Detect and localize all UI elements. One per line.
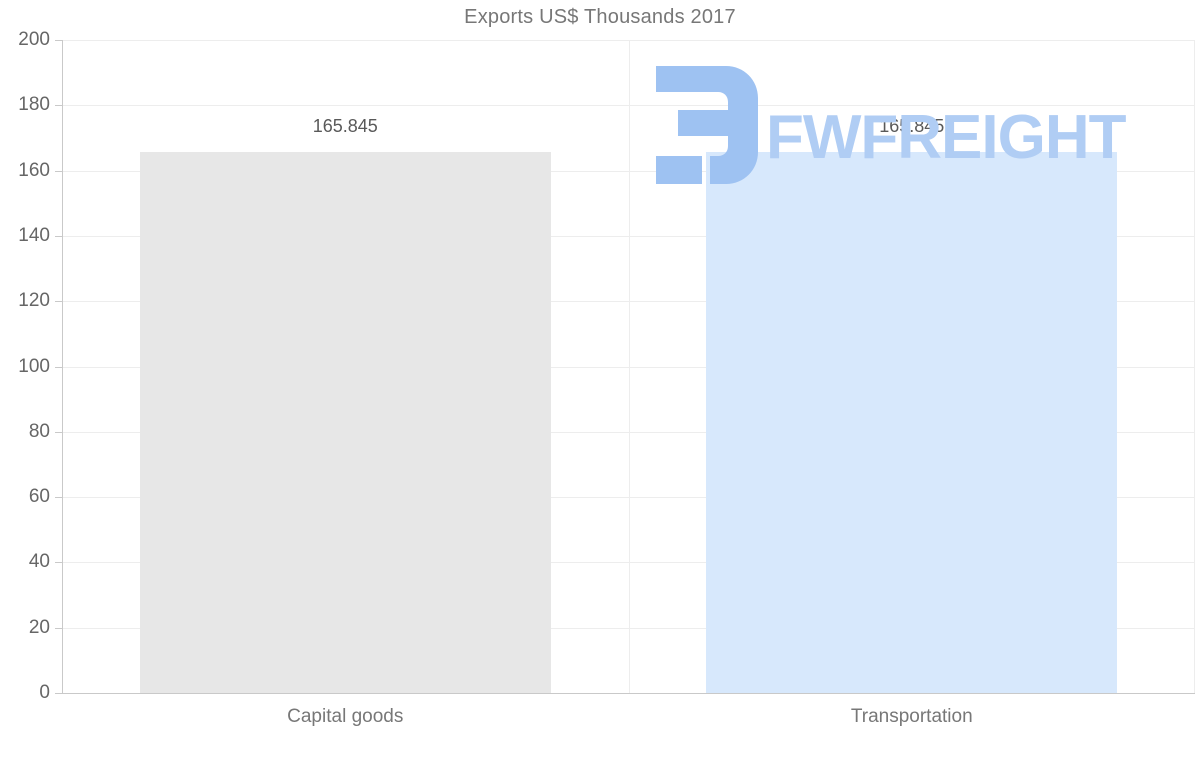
y-tick-mark-160 bbox=[55, 170, 62, 172]
bar-capital-goods[interactable] bbox=[139, 151, 551, 693]
gridline-y-40 bbox=[62, 562, 1195, 564]
bar-value-label-transportation: 165.845 bbox=[879, 115, 945, 136]
gridline-x-end bbox=[1194, 40, 1195, 693]
y-tick-mark-120 bbox=[55, 301, 62, 303]
gridline-y-100 bbox=[62, 366, 1195, 368]
bar-value-label-capital-goods: 165.845 bbox=[312, 115, 378, 136]
y-tick-mark-140 bbox=[55, 235, 62, 237]
gridline-y-180 bbox=[62, 105, 1195, 107]
y-tick-label-200: 200 bbox=[18, 29, 50, 50]
gridline-y-120 bbox=[62, 301, 1195, 303]
y-tick-mark-0 bbox=[55, 693, 62, 694]
gridline-y-200 bbox=[62, 40, 1195, 41]
y-tick-mark-100 bbox=[55, 366, 62, 368]
y-tick-label-180: 180 bbox=[18, 94, 50, 116]
gridline-x-1 bbox=[629, 40, 630, 693]
y-tick-label-100: 100 bbox=[18, 355, 50, 377]
y-tick-mark-80 bbox=[55, 431, 62, 433]
y-tick-label-60: 60 bbox=[28, 486, 50, 508]
gridline-y-80 bbox=[62, 431, 1195, 433]
y-tick-label-140: 140 bbox=[18, 224, 50, 246]
gridline-y-140 bbox=[62, 235, 1195, 237]
plot-area bbox=[62, 40, 1195, 694]
gridline-y-20 bbox=[62, 627, 1195, 629]
y-tick-label-0: 0 bbox=[39, 682, 50, 703]
bar-transportation[interactable] bbox=[706, 151, 1118, 693]
y-tick-mark-40 bbox=[55, 562, 62, 564]
y-tick-mark-180 bbox=[55, 105, 62, 107]
x-axis-line bbox=[62, 693, 1195, 694]
y-tick-mark-60 bbox=[55, 497, 62, 499]
y-tick-label-20: 20 bbox=[28, 616, 50, 638]
y-tick-label-120: 120 bbox=[18, 290, 50, 312]
y-tick-label-80: 80 bbox=[28, 420, 50, 442]
y-axis-line bbox=[62, 40, 63, 694]
y-tick-label-40: 40 bbox=[28, 551, 50, 573]
y-tick-mark-20 bbox=[55, 627, 62, 629]
x-tick-label-capital-goods: Capital goods bbox=[287, 706, 404, 727]
gridline-y-160 bbox=[62, 170, 1195, 172]
chart-title: Exports US$ Thousands 2017 bbox=[464, 6, 736, 28]
x-tick-label-transportation: Transportation bbox=[850, 706, 973, 727]
y-tick-label-160: 160 bbox=[18, 159, 50, 181]
gridline-y-60 bbox=[62, 497, 1195, 499]
y-tick-mark-200 bbox=[55, 40, 62, 41]
